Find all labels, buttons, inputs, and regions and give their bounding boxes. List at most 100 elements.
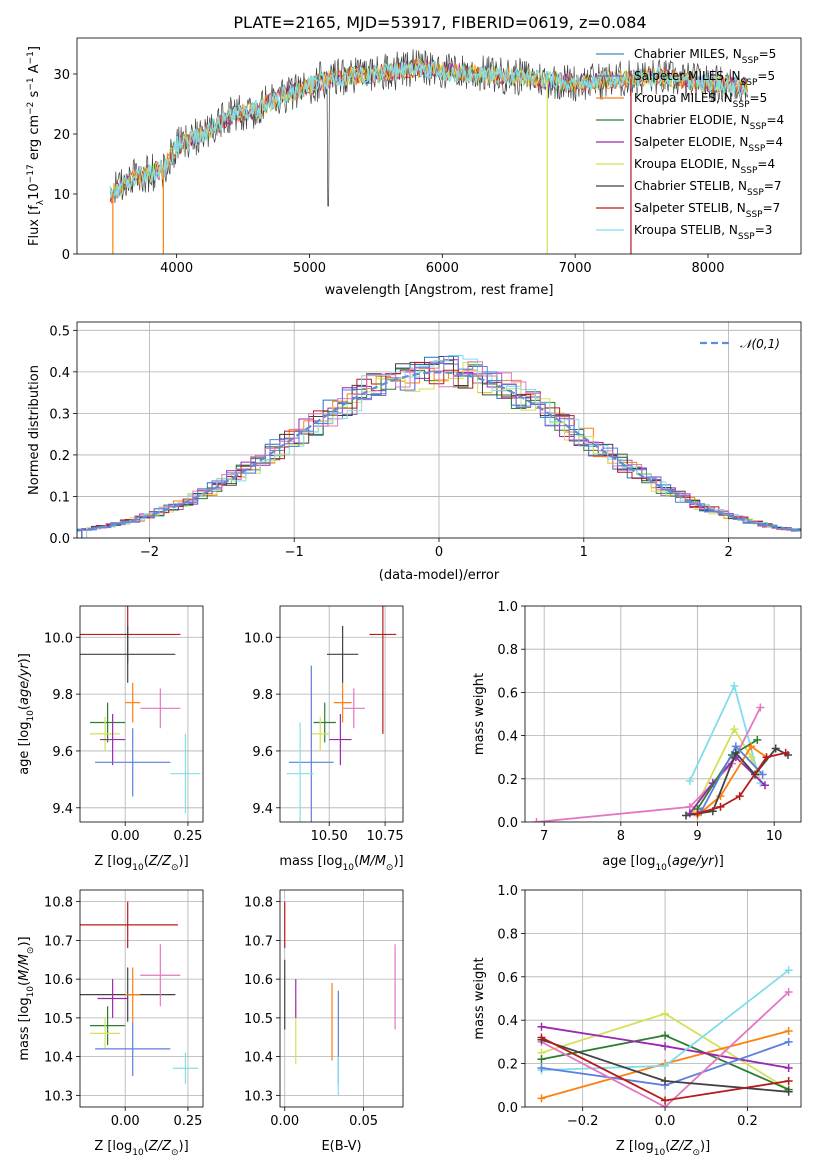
error-point	[333, 682, 352, 723]
x-axis-label: Z [log10(Z/Z⊙)]	[616, 1139, 710, 1158]
x-tick-label: 1	[580, 545, 588, 560]
plot-area-age_vs_Z	[80, 606, 203, 822]
x-tick-label: 0.00	[270, 1114, 299, 1129]
histogram-step	[86, 368, 801, 538]
weight-marker	[784, 966, 793, 975]
error-point	[326, 625, 359, 683]
y-tick-label: 10.6	[44, 973, 73, 988]
plot-area-mass_vs_ebv	[280, 890, 403, 1107]
weight-marker	[756, 703, 765, 712]
y-tick-label: 10.0	[44, 631, 73, 646]
legend-entry: Salpeter STELIB, NSSP=7	[634, 201, 780, 220]
weight-marker	[693, 809, 702, 818]
weight-marker	[784, 1027, 793, 1036]
y-tick-label: 9.4	[52, 802, 73, 817]
y-tick-label: 0.2	[497, 773, 518, 788]
weight-marker	[661, 1009, 670, 1018]
axes-frame	[279, 889, 404, 1108]
x-axis-label: wavelength [Angstrom, rest frame]	[325, 283, 554, 298]
legend-entry: Kroupa STELIB, NSSP=3	[634, 223, 772, 242]
axes-frame	[79, 605, 204, 823]
y-axis-label: mass weight	[472, 673, 487, 755]
weight-marker	[784, 1076, 793, 1085]
plot-area-age_vs_mass	[280, 606, 403, 822]
histogram-step	[81, 362, 801, 538]
figure-title: PLATE=2165, MJD=53917, FIBERID=0619, z=0…	[233, 13, 646, 32]
x-axis-label: age [log10(age/yr)]	[602, 854, 724, 873]
weight-marker	[532, 818, 541, 822]
panel-weight_vs_Z: −0.2 0.0 0.2 0.0 0.2 0.4 0.6 0.8 1.0 Z [log10(Z/Z…	[472, 884, 802, 1158]
x-tick-label: 0.00	[111, 829, 140, 844]
y-axis-label: mass [log10(M/M⊙)]	[17, 936, 36, 1060]
panel-mass_vs_ebv: 0.00 0.05 10.3 10.4 10.5 10.6 10.7 10.8 E(B-V)	[244, 889, 404, 1154]
y-tick-label: 10	[53, 188, 70, 203]
y-tick-label: 1.0	[497, 600, 518, 615]
y-tick-label: 0.0	[497, 816, 518, 831]
weight-marker	[784, 1037, 793, 1046]
x-tick-label: −0.2	[567, 1114, 599, 1129]
y-tick-label: 10.4	[244, 1051, 273, 1066]
panel-weight_vs_age: 7 8 9 10 0.0 0.2 0.4 0.6 0.8 1.0 age [log10(age/yr…	[472, 600, 802, 873]
weight-marker	[771, 744, 780, 753]
weight-marker	[685, 776, 694, 785]
axes-frame	[79, 889, 204, 1108]
weight-marker	[747, 753, 756, 762]
y-tick-label: 0	[62, 248, 70, 263]
panel-residuals: −2 −1 0 1 2 0.0 0.1 0.2 0.3 0.4 0.5 (data-model)/er…	[27, 321, 802, 583]
error-point	[90, 1017, 121, 1049]
legend-entry: Salpeter MILES, NSSP=5	[634, 69, 775, 88]
y-axis-label: mass weight	[472, 957, 487, 1039]
panel-mass_vs_Z: 0.00 0.25 10.3 10.4 10.5 10.6 10.7 10.8 Z [log10…	[17, 889, 204, 1158]
plot-area-mass_vs_Z	[80, 890, 203, 1107]
y-axis-label: Flux [fλ10−17 erg cm−2 s−1 A−1]	[26, 46, 46, 246]
error-point	[100, 714, 126, 766]
y-tick-label: 10.6	[244, 973, 273, 988]
error-point	[170, 733, 201, 814]
axes-frame	[76, 37, 802, 255]
weight-marker	[537, 1063, 546, 1072]
y-axis-label: age [log10(age/yr)]	[17, 653, 36, 775]
legend: Chabrier MILES, NSSP=5 Salpeter MILES, NS…	[596, 47, 784, 242]
weight-marker	[661, 1096, 670, 1105]
y-tick-label: 10.0	[244, 631, 273, 646]
plot-area-spectrum	[109, 49, 749, 254]
histogram-step	[81, 355, 801, 538]
legend-entry: Kroupa ELODIE, NSSP=4	[634, 157, 775, 176]
x-axis-label: Z [log10(Z/Z⊙)]	[94, 854, 188, 873]
histogram-step	[86, 362, 801, 538]
error-point	[95, 728, 171, 797]
y-tick-label: 0.5	[49, 324, 70, 339]
weight-marker	[762, 753, 771, 762]
error-point	[369, 606, 397, 734]
x-tick-label: 4000	[160, 261, 193, 276]
y-tick-label: 0.0	[49, 532, 70, 547]
axes-frame	[524, 889, 802, 1108]
error-point	[125, 967, 141, 1022]
error-point	[172, 1052, 198, 1084]
y-tick-label: 0.3	[49, 407, 70, 422]
legend-entry: Chabrier ELODIE, NSSP=4	[634, 113, 784, 132]
spectrum-line-kroupa-stelib	[109, 60, 749, 198]
weight-marker	[661, 1076, 670, 1085]
y-tick-label: 30	[53, 68, 70, 83]
weight-marker	[661, 1042, 670, 1051]
y-tick-label: 1.0	[497, 884, 518, 899]
error-point	[80, 625, 176, 683]
plot-area-residuals	[77, 322, 801, 538]
x-tick-label: 0.25	[173, 829, 202, 844]
legend-entry: 𝒩(0,1)	[740, 337, 780, 351]
axes-frame	[279, 605, 404, 823]
x-tick-label: 2	[724, 545, 732, 560]
y-tick-label: 10.3	[244, 1089, 273, 1104]
error-point	[90, 702, 126, 743]
y-tick-label: 10.4	[44, 1051, 73, 1066]
weight-line	[685, 747, 789, 817]
x-tick-label: 8000	[691, 261, 724, 276]
weight-marker	[784, 1063, 793, 1072]
error-point	[140, 688, 181, 729]
axes-frame	[524, 605, 802, 823]
panel-age_vs_mass: 10.50 10.75 9.4 9.6 9.8 10.0 mass [log10(M/M⊙)…	[244, 605, 404, 873]
x-tick-label: −1	[285, 545, 304, 560]
error-point	[342, 688, 365, 729]
